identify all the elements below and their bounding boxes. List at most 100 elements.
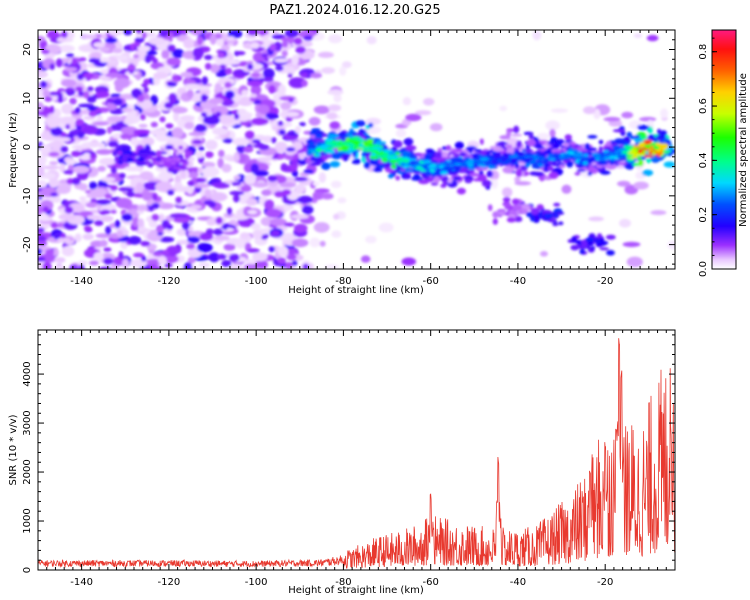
ridge-halo-cell: [548, 171, 559, 179]
feature-blob: [541, 209, 552, 214]
x-tick-label: -60: [422, 276, 438, 287]
noise-cell: [114, 219, 121, 229]
noise-cell: [327, 89, 344, 96]
feature-blob: [553, 214, 559, 218]
noise-cell: [65, 159, 78, 165]
noise-cell: [173, 217, 191, 223]
ridge-halo-cell: [338, 131, 347, 137]
snr-y-label: SNR (10 * v/v): [8, 414, 19, 485]
y-tick-label: 2000: [22, 459, 33, 484]
noise-cell: [288, 97, 294, 103]
ridge-core-cell: [533, 155, 538, 161]
noise-cell: [166, 224, 174, 230]
noise-cell: [201, 161, 216, 168]
noise-cell: [134, 37, 145, 43]
noise-cell: [277, 257, 286, 264]
noise-cell: [262, 77, 274, 82]
noise-cell: [250, 117, 269, 126]
noise-cell: [103, 257, 114, 265]
noise-cell: [423, 98, 435, 106]
noise-cell: [95, 91, 110, 98]
noise-cell: [215, 216, 223, 225]
noise-cell: [69, 97, 77, 105]
noise-cell: [159, 30, 169, 38]
ridge-halo-cell: [372, 168, 383, 172]
noise-cell: [202, 115, 221, 125]
noise-cell: [195, 124, 207, 133]
noise-cell: [167, 44, 176, 53]
noise-cell: [124, 117, 134, 125]
noise-cell: [137, 94, 145, 103]
noise-cell: [161, 49, 170, 59]
noise-cell: [141, 255, 147, 262]
ridge-halo-cell: [393, 140, 403, 149]
ridge-halo-cell: [375, 140, 383, 146]
noise-cell: [75, 118, 85, 126]
ridge-halo-cell: [355, 120, 366, 127]
noise-cell: [83, 152, 91, 159]
noise-cell: [121, 107, 134, 113]
ridge-halo-cell: [506, 130, 512, 137]
noise-cell: [53, 137, 71, 142]
ridge-core-cell: [351, 140, 361, 146]
noise-cell: [95, 149, 113, 155]
ridge-core-cell: [614, 150, 620, 154]
noise-cell: [321, 67, 335, 74]
ridge-halo-cell: [331, 152, 343, 160]
noise-cell: [561, 184, 572, 194]
noise-cell: [246, 248, 260, 253]
noise-cell: [153, 72, 169, 80]
noise-cell: [110, 166, 117, 174]
noise-cell: [42, 261, 52, 269]
noise-cell: [205, 139, 218, 150]
noise-cell: [83, 72, 94, 79]
noise-cell: [133, 252, 144, 258]
ridge-core-cell: [525, 157, 533, 161]
noise-cell: [195, 177, 207, 183]
noise-cell: [621, 111, 634, 119]
y-tick-label: -10: [22, 188, 33, 204]
noise-cell: [115, 197, 133, 209]
noise-cell: [175, 196, 183, 204]
ridge-core-cell: [341, 145, 350, 149]
noise-cell: [93, 252, 104, 261]
noise-cell: [181, 220, 190, 231]
noise-cell: [138, 123, 148, 128]
noise-cell: [78, 44, 96, 53]
noise-cell: [588, 216, 604, 222]
noise-cell: [214, 82, 222, 93]
noise-cell: [164, 254, 179, 264]
feature-blob: [579, 249, 586, 255]
noise-cell: [58, 44, 75, 53]
noise-cell: [38, 256, 46, 262]
noise-cell: [58, 213, 76, 221]
ridge-halo-cell: [464, 178, 473, 184]
colorbar-tick-label: 0.0: [698, 261, 709, 277]
feature-blob: [552, 222, 559, 227]
noise-cell: [244, 130, 255, 140]
noise-cell: [233, 194, 240, 203]
noise-cell: [39, 144, 52, 154]
ridge-core-cell: [419, 160, 424, 164]
noise-cell: [212, 127, 229, 136]
noise-cell: [166, 245, 179, 257]
ridge-halo-cell: [309, 134, 316, 139]
noise-cell: [247, 63, 254, 71]
noise-cell: [99, 157, 116, 166]
noise-cell: [179, 115, 195, 121]
noise-cell: [206, 218, 217, 226]
noise-cell: [99, 239, 108, 247]
noise-cell: [61, 246, 75, 257]
noise-cell: [101, 215, 114, 222]
noise-cell: [63, 170, 74, 175]
noise-cell: [333, 213, 340, 220]
noise-cell: [57, 93, 64, 103]
noise-cell: [312, 181, 320, 186]
noise-cell: [68, 132, 74, 139]
ridge-core-cell: [485, 155, 494, 159]
noise-cell: [165, 123, 174, 129]
noise-cell: [660, 108, 669, 119]
x-tick-label: -20: [597, 577, 613, 588]
ridge-core-cell: [325, 149, 335, 154]
feature-blob: [515, 216, 523, 222]
